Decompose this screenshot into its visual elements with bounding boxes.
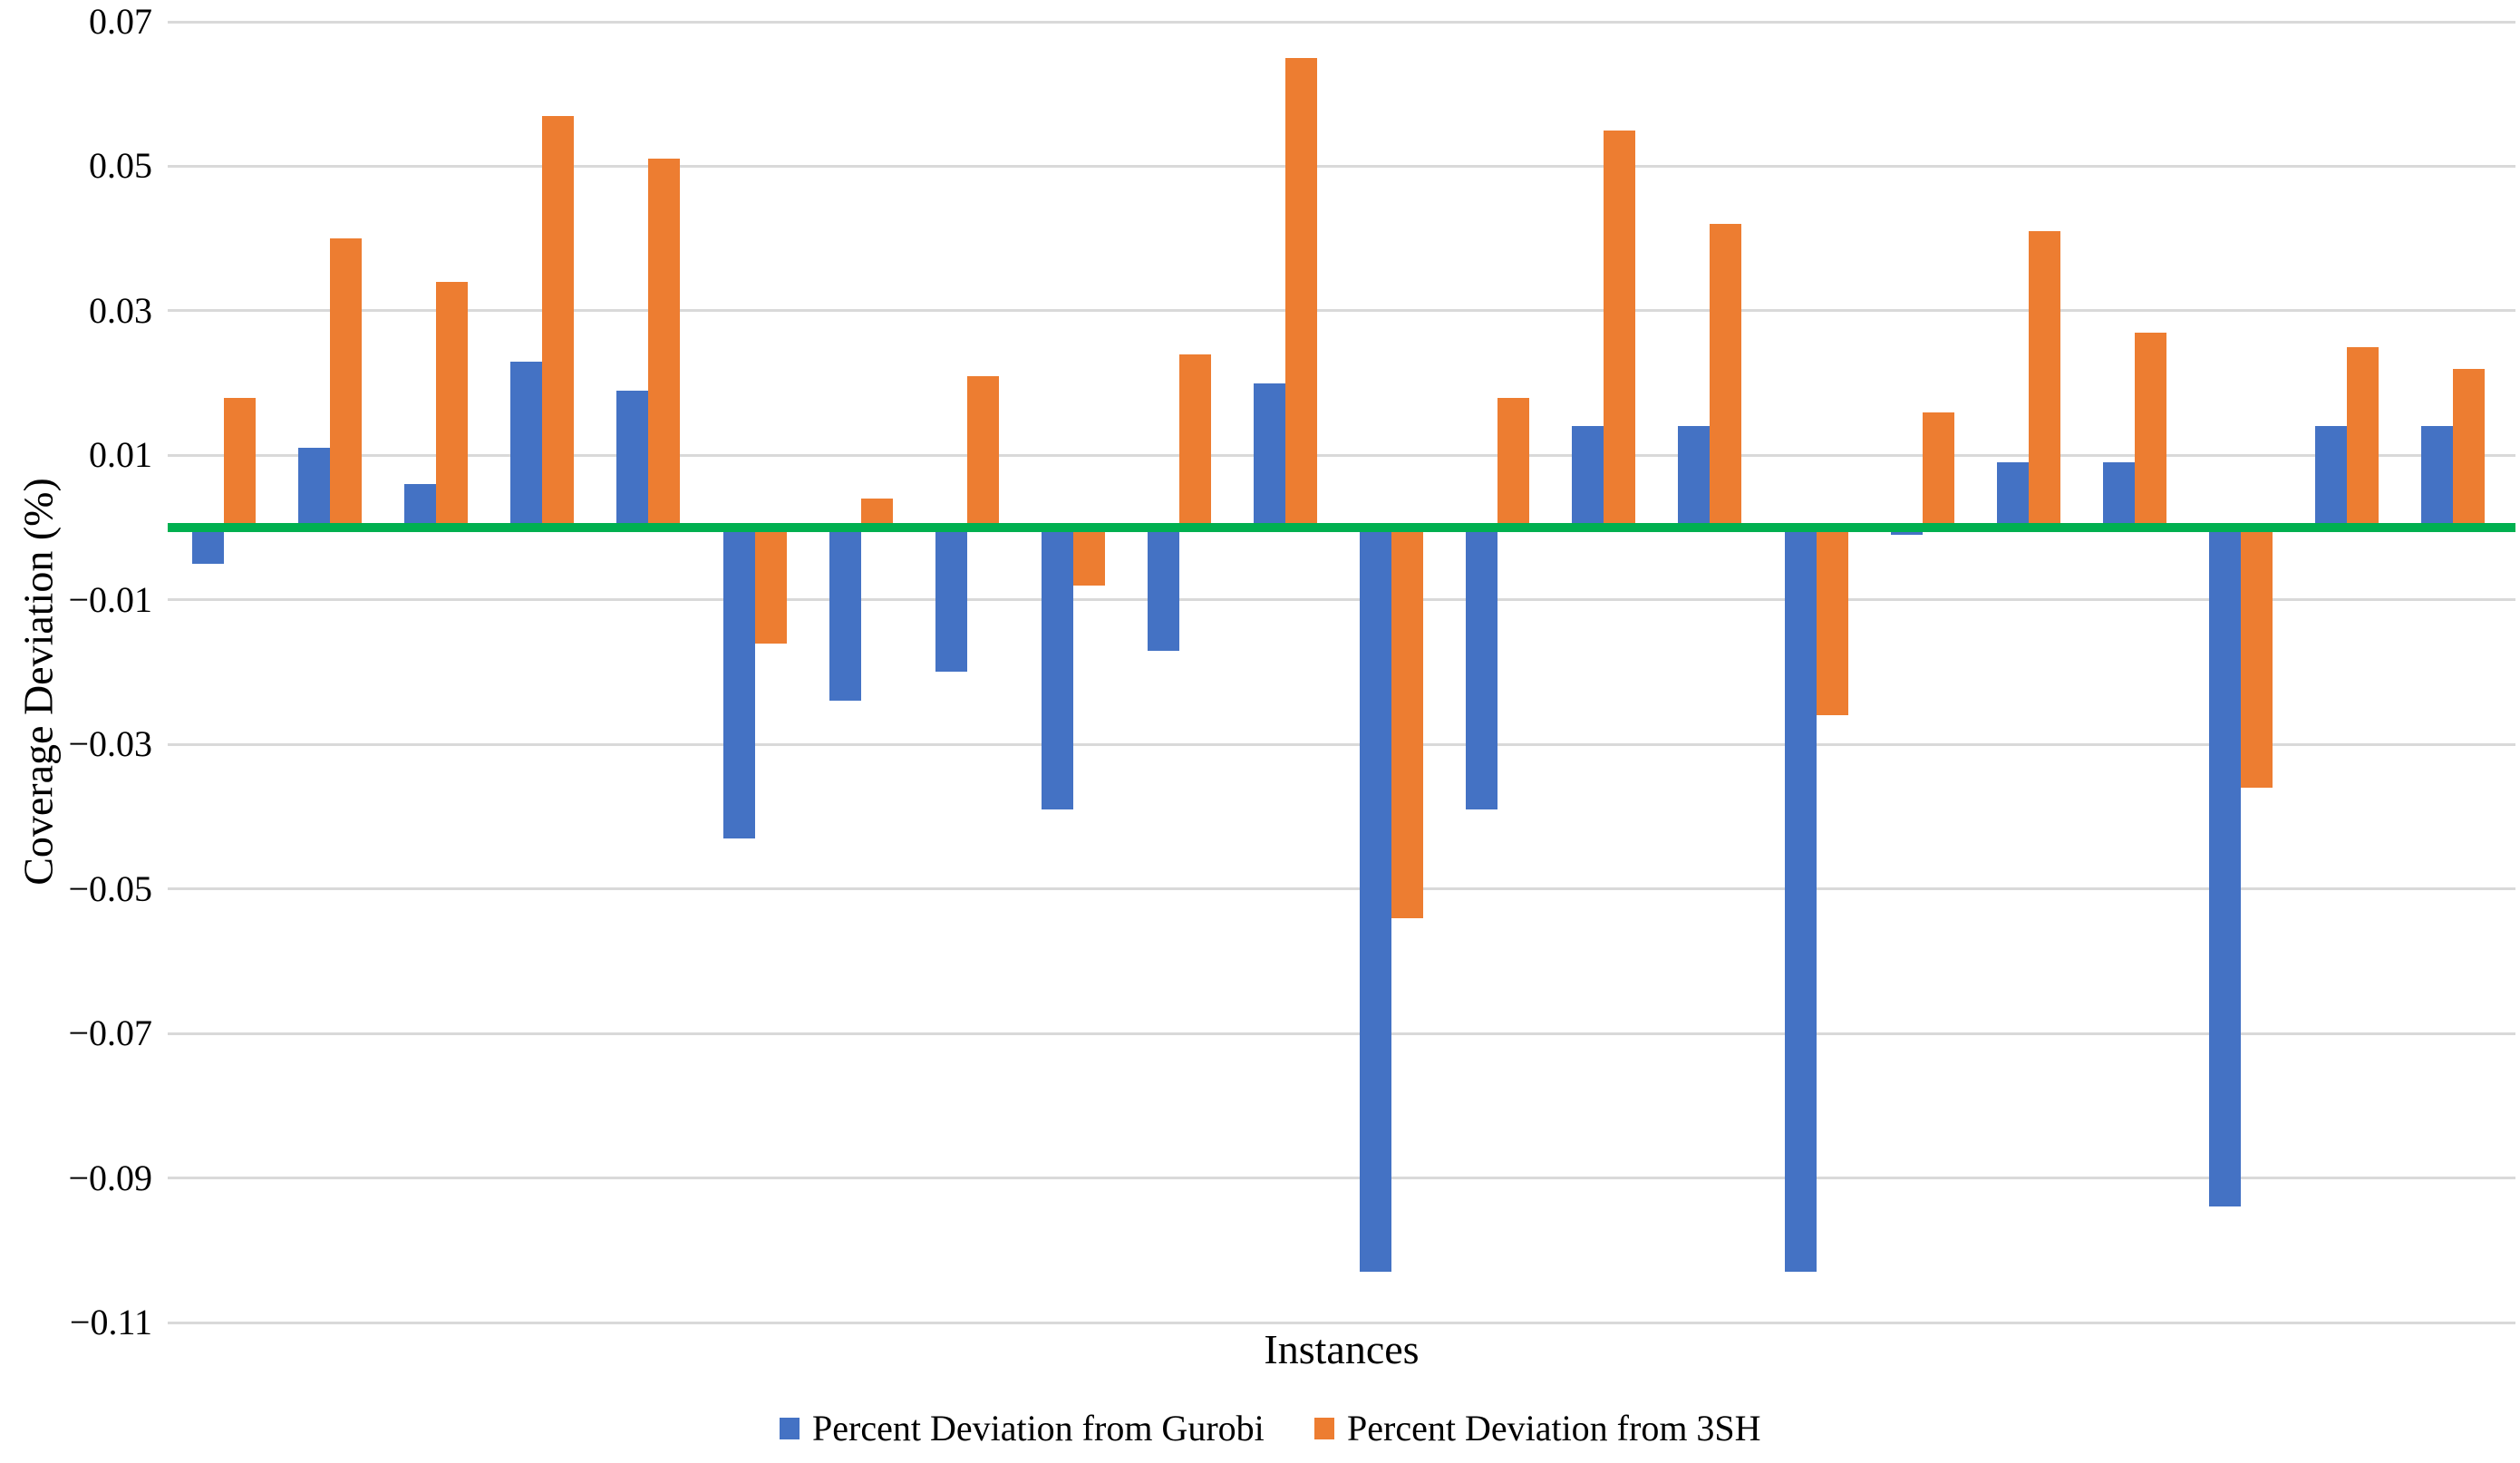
bar-gurobi [298,448,331,528]
bar-gurobi [404,484,437,528]
bar-3sh [330,238,363,528]
legend-swatch-gurobi [780,1417,800,1439]
bar-3sh [436,282,469,528]
bar-gurobi [1466,528,1498,809]
legend-label-3sh: Percent Deviation from 3SH [1347,1408,1761,1448]
bar-3sh [1178,354,1211,528]
y-gridline [168,1321,2515,1324]
y-gridline [168,1032,2515,1035]
legend-item-gurobi: Percent Deviation from Gurobi [780,1407,1265,1449]
bar-gurobi [616,390,649,528]
bar-gurobi [935,528,967,673]
bar-gurobi [1784,528,1817,1273]
y-gridline [168,453,2515,457]
bar-3sh [1816,528,1848,716]
bar-3sh [2134,332,2166,528]
y-tick-label: −0.03 [68,723,152,765]
bar-gurobi [1041,528,1073,809]
legend-label-gurobi: Percent Deviation from Gurobi [812,1408,1265,1448]
bar-gurobi [1572,426,1604,528]
bar-3sh [2347,346,2379,528]
bar-gurobi [1678,426,1711,528]
bar-gurobi [1996,462,2029,528]
bar-gurobi [1254,383,1285,528]
y-tick-label: −0.05 [68,867,152,909]
bar-3sh [1391,528,1424,918]
bar-gurobi [2102,462,2135,528]
y-tick-label: 0.03 [89,289,152,331]
bar-gurobi [2315,426,2347,528]
bar-gurobi [510,361,543,528]
y-gridline [168,742,2515,746]
bar-3sh [754,528,787,644]
y-gridline [168,598,2515,602]
bar-3sh [648,159,681,528]
legend-swatch-3sh [1314,1417,1334,1439]
bar-gurobi [2421,426,2454,528]
zero-baseline [168,523,2515,533]
bar-3sh [1072,528,1105,586]
x-axis-title: Instances [1264,1326,1420,1372]
y-gridline [168,309,2515,313]
y-tick-label: 0.07 [89,1,152,42]
y-tick-label: −0.07 [68,1012,152,1054]
y-tick-label: −0.11 [69,1302,152,1342]
bar-gurobi [722,528,755,838]
bar-3sh [2028,231,2060,528]
y-tick-label: −0.01 [68,578,152,620]
bar-3sh [2240,528,2273,789]
bar-3sh [2453,368,2486,528]
bar-3sh [1922,412,1954,528]
bar-gurobi [829,528,861,702]
y-gridline [168,1177,2515,1180]
bar-3sh [224,397,256,528]
bar-gurobi [1360,528,1392,1273]
legend-item-3sh: Percent Deviation from 3SH [1314,1407,1761,1449]
bar-gurobi [1147,528,1179,651]
bar-gurobi [192,528,224,564]
bar-3sh [1710,224,1742,528]
y-tick-label: −0.09 [68,1157,152,1198]
y-gridline [168,164,2515,168]
bar-gurobi [2208,528,2241,1207]
bar-3sh [1604,130,1636,528]
y-tick-label: 0.05 [89,145,152,187]
bar-3sh [966,375,999,528]
y-gridline [168,887,2515,891]
y-gridline [168,20,2515,24]
bar-3sh [1497,397,1530,528]
bar-3sh [542,115,575,528]
legend: Percent Deviation from Gurobi Percent De… [0,1407,2520,1461]
bar-3sh [860,499,893,528]
y-tick-label: 0.01 [89,434,152,476]
bar-3sh [1285,57,1317,528]
